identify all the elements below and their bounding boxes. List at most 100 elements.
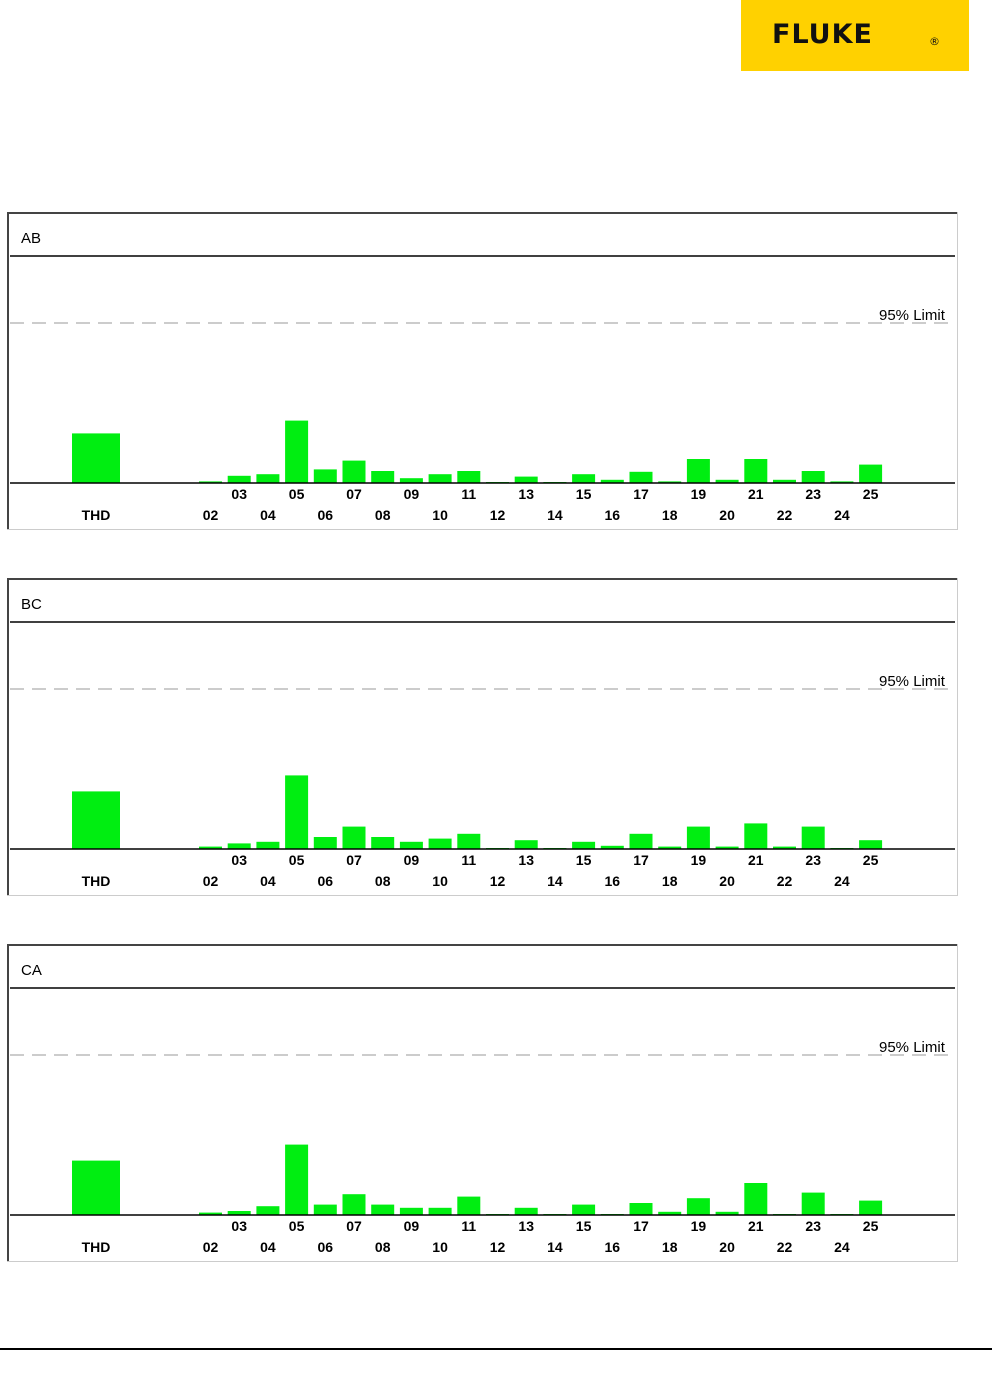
harmonic-bar-04 bbox=[256, 1206, 280, 1215]
tick-label-05: 05 bbox=[289, 852, 305, 868]
tick-label-25: 25 bbox=[863, 486, 879, 502]
harmonic-bar-15 bbox=[572, 841, 596, 849]
harmonic-bar-09 bbox=[399, 478, 423, 483]
tick-label-18: 18 bbox=[662, 873, 678, 889]
tick-label-09: 09 bbox=[404, 852, 420, 868]
tick-label-18: 18 bbox=[662, 1239, 678, 1255]
tick-label-17: 17 bbox=[633, 1218, 649, 1234]
tick-label-24: 24 bbox=[834, 1239, 850, 1255]
chart-title: BC bbox=[21, 596, 42, 613]
harmonic-bar-02 bbox=[199, 1212, 222, 1215]
harmonic-bar-11 bbox=[457, 1196, 481, 1215]
chart-title: AB bbox=[21, 230, 41, 247]
harmonic-bar-24 bbox=[830, 481, 854, 483]
harmonics-chart-ca: CA 95% Limit 02 03 04 05 06 07 08 09 10 11 12 13 14 15 1… bbox=[7, 944, 958, 1262]
harmonic-bar-13 bbox=[514, 840, 538, 849]
tick-label-08: 08 bbox=[375, 873, 391, 889]
registered-mark: ® bbox=[929, 35, 940, 48]
chart-background bbox=[7, 944, 958, 1262]
tick-label-thd: THD bbox=[82, 873, 111, 889]
tick-label-21: 21 bbox=[748, 852, 764, 868]
harmonic-bar-09 bbox=[399, 841, 423, 849]
harmonic-bar-09 bbox=[399, 1207, 423, 1215]
harmonic-bar-20 bbox=[715, 1211, 739, 1215]
harmonic-bar-18 bbox=[658, 1211, 682, 1215]
tick-label-24: 24 bbox=[834, 507, 850, 523]
harmonic-bar-13 bbox=[514, 1207, 538, 1215]
harmonic-bar-10 bbox=[428, 1207, 452, 1215]
harmonic-bar-18 bbox=[658, 846, 682, 849]
tick-label-20: 20 bbox=[719, 873, 735, 889]
tick-label-04: 04 bbox=[260, 507, 276, 523]
tick-label-06: 06 bbox=[318, 873, 334, 889]
harmonic-bar-10 bbox=[428, 838, 452, 849]
thd-bar bbox=[72, 791, 120, 849]
harmonic-bar-19 bbox=[686, 459, 710, 483]
tick-label-06: 06 bbox=[318, 507, 334, 523]
tick-label-19: 19 bbox=[691, 486, 707, 502]
harmonic-bar-02 bbox=[199, 846, 222, 849]
tick-label-10: 10 bbox=[432, 507, 448, 523]
tick-label-thd: THD bbox=[82, 1239, 111, 1255]
harmonic-bar-17 bbox=[629, 833, 653, 849]
harmonic-bar-23 bbox=[801, 1192, 825, 1215]
tick-label-24: 24 bbox=[834, 873, 850, 889]
tick-label-05: 05 bbox=[289, 1218, 305, 1234]
harmonic-bar-11 bbox=[457, 471, 481, 483]
tick-label-05: 05 bbox=[289, 486, 305, 502]
harmonics-panel-bc: BC 95% Limit 02 03 04 05 06 07 08 09 10 11 12 13 14 15 1… bbox=[7, 578, 958, 896]
chart-background bbox=[7, 578, 958, 896]
harmonic-bar-21 bbox=[744, 459, 768, 483]
tick-label-22: 22 bbox=[777, 507, 793, 523]
harmonic-bar-08 bbox=[371, 471, 395, 483]
harmonic-bar-17 bbox=[629, 471, 653, 483]
tick-label-06: 06 bbox=[318, 1239, 334, 1255]
harmonic-bar-16 bbox=[600, 479, 624, 483]
harmonics-chart-bc: BC 95% Limit 02 03 04 05 06 07 08 09 10 11 12 13 14 15 1… bbox=[7, 578, 958, 896]
harmonic-bar-15 bbox=[572, 1204, 596, 1215]
limit-label: 95% Limit bbox=[879, 307, 946, 324]
tick-label-23: 23 bbox=[805, 852, 821, 868]
tick-label-23: 23 bbox=[805, 486, 821, 502]
tick-label-21: 21 bbox=[748, 486, 764, 502]
tick-label-25: 25 bbox=[863, 852, 879, 868]
tick-label-02: 02 bbox=[203, 873, 219, 889]
tick-label-11: 11 bbox=[461, 1218, 476, 1234]
tick-label-15: 15 bbox=[576, 486, 592, 502]
harmonic-bar-18 bbox=[658, 481, 682, 483]
tick-label-02: 02 bbox=[203, 507, 219, 523]
tick-label-09: 09 bbox=[404, 1218, 420, 1234]
harmonics-panel-ca: CA 95% Limit 02 03 04 05 06 07 08 09 10 11 12 13 14 15 1… bbox=[7, 944, 958, 1262]
tick-label-04: 04 bbox=[260, 873, 276, 889]
harmonic-bar-21 bbox=[744, 1183, 768, 1215]
chart-background bbox=[7, 212, 958, 530]
harmonic-bar-17 bbox=[629, 1203, 653, 1215]
tick-label-22: 22 bbox=[777, 1239, 793, 1255]
tick-label-07: 07 bbox=[346, 1218, 362, 1234]
harmonic-bar-25 bbox=[859, 1200, 883, 1215]
harmonic-bar-08 bbox=[371, 837, 395, 849]
harmonic-bar-03 bbox=[227, 1211, 251, 1215]
fluke-logo bbox=[741, 0, 969, 71]
harmonic-bar-16 bbox=[600, 845, 624, 849]
tick-label-19: 19 bbox=[691, 852, 707, 868]
tick-label-12: 12 bbox=[490, 1239, 506, 1255]
tick-label-16: 16 bbox=[605, 873, 621, 889]
tick-label-10: 10 bbox=[432, 1239, 448, 1255]
tick-label-thd: THD bbox=[82, 507, 111, 523]
limit-label: 95% Limit bbox=[879, 1039, 946, 1056]
tick-label-11: 11 bbox=[461, 486, 476, 502]
thd-bar bbox=[72, 433, 120, 483]
tick-label-03: 03 bbox=[231, 486, 247, 502]
harmonic-bar-06 bbox=[313, 837, 337, 849]
harmonic-bar-03 bbox=[227, 475, 251, 483]
brand-name: FLUKE bbox=[772, 19, 873, 50]
chart-title: CA bbox=[21, 962, 42, 979]
harmonic-bar-23 bbox=[801, 826, 825, 849]
tick-label-13: 13 bbox=[518, 1218, 534, 1234]
tick-label-23: 23 bbox=[805, 1218, 821, 1234]
limit-label: 95% Limit bbox=[879, 673, 946, 690]
tick-label-12: 12 bbox=[490, 873, 506, 889]
harmonic-bar-13 bbox=[514, 476, 538, 483]
harmonic-bar-06 bbox=[313, 469, 337, 483]
